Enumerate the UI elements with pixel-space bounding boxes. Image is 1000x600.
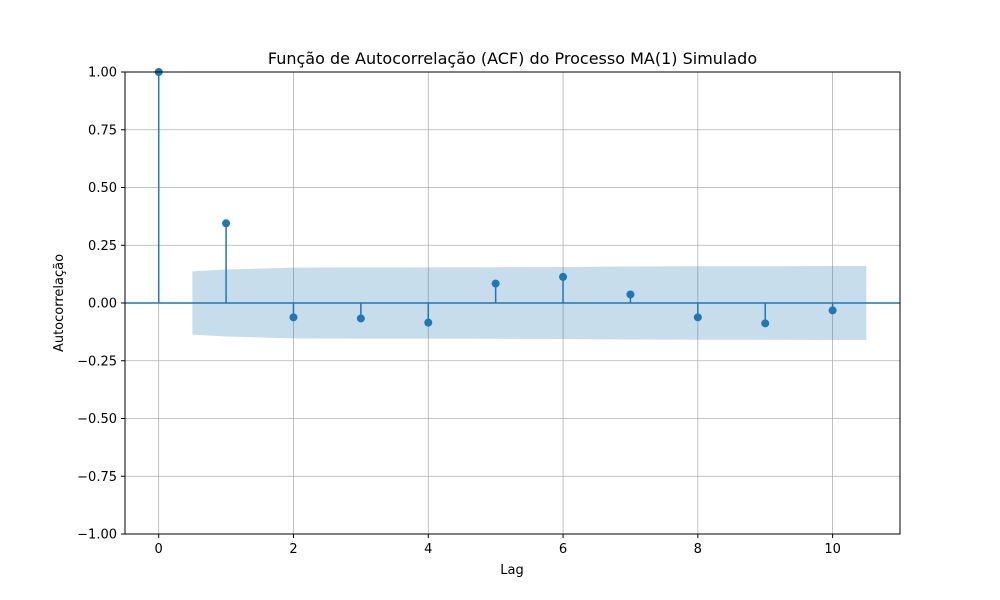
y-tick-label: 0.00 bbox=[88, 297, 117, 312]
x-axis-ticks: 0 2 4 6 8 10 bbox=[155, 534, 841, 557]
y-tick-label: −0.75 bbox=[77, 470, 117, 485]
acf-point bbox=[424, 318, 433, 327]
y-tick-label: 0.50 bbox=[88, 181, 117, 196]
x-tick-label: 8 bbox=[694, 542, 702, 557]
acf-point bbox=[828, 306, 837, 315]
chart-title: Função de Autocorrelação (ACF) do Proces… bbox=[268, 49, 757, 68]
x-tick-label: 6 bbox=[559, 542, 567, 557]
y-tick-label: 0.75 bbox=[88, 123, 117, 138]
y-tick-label: 0.25 bbox=[88, 239, 117, 254]
acf-point bbox=[222, 219, 231, 228]
y-axis-label: Autocorrelação bbox=[52, 254, 67, 352]
acf-point bbox=[356, 314, 365, 323]
acf-point bbox=[491, 279, 500, 288]
acf-point bbox=[693, 313, 702, 322]
acf-point bbox=[289, 313, 298, 322]
y-tick-label: −1.00 bbox=[77, 528, 117, 543]
y-tick-label: −0.25 bbox=[77, 354, 117, 369]
acf-point bbox=[761, 319, 770, 328]
acf-point bbox=[559, 272, 568, 281]
x-axis-label: Lag bbox=[500, 563, 523, 578]
y-tick-label: −0.50 bbox=[77, 412, 117, 427]
y-axis-ticks: −1.00 −0.75 −0.50 −0.25 0.00 0.25 0.50 0.75 1.00 bbox=[77, 66, 125, 543]
acf-series bbox=[125, 68, 900, 328]
x-tick-label: 0 bbox=[155, 542, 163, 557]
y-tick-label: 1.00 bbox=[88, 66, 117, 81]
x-tick-label: 4 bbox=[424, 542, 432, 557]
x-tick-label: 2 bbox=[289, 542, 297, 557]
acf-point bbox=[626, 290, 635, 299]
x-tick-label: 10 bbox=[824, 542, 841, 557]
